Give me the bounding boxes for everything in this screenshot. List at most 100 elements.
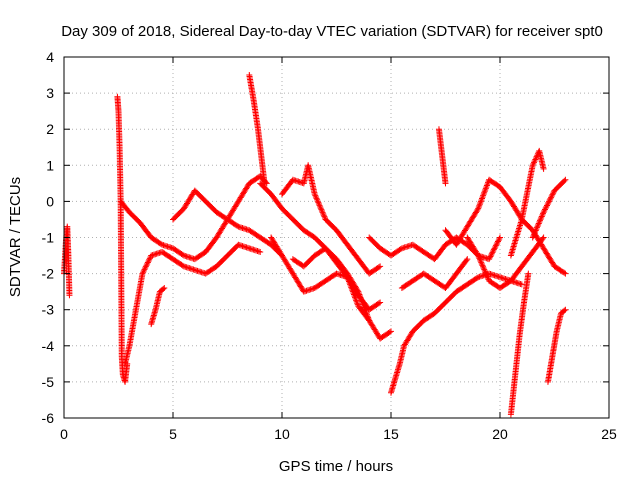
data-point bbox=[464, 256, 471, 263]
data-point bbox=[494, 238, 501, 245]
data-point bbox=[314, 198, 321, 205]
data-point bbox=[529, 162, 536, 169]
series-arc-q bbox=[464, 234, 547, 292]
data-point bbox=[311, 191, 318, 198]
data-point bbox=[530, 160, 537, 167]
data-point bbox=[343, 273, 350, 280]
data-point bbox=[345, 277, 352, 284]
data-point bbox=[349, 288, 356, 295]
data-point bbox=[495, 237, 502, 244]
data-point bbox=[320, 212, 327, 219]
data-point bbox=[533, 226, 540, 233]
data-point bbox=[488, 252, 495, 259]
data-point bbox=[375, 300, 382, 307]
data-point bbox=[539, 210, 546, 217]
data-point bbox=[535, 220, 542, 227]
data-point bbox=[320, 210, 327, 217]
data-point bbox=[161, 285, 168, 292]
data-point bbox=[536, 219, 543, 226]
axis-ticks: 0 5 10 15 20 25 -6 -5 -4 -3 -2 -1 0 1 2 3 4 bbox=[42, 49, 617, 442]
data-point bbox=[547, 195, 554, 202]
data-point bbox=[475, 252, 482, 259]
series-arc-o bbox=[435, 126, 449, 187]
data-point bbox=[476, 202, 483, 209]
series-arc-r bbox=[507, 270, 532, 418]
data-point bbox=[542, 205, 549, 212]
data-point bbox=[496, 235, 503, 242]
data-point bbox=[540, 234, 547, 241]
data-point bbox=[234, 222, 241, 229]
x-axis-label: GPS time / hours bbox=[279, 458, 393, 475]
data-point bbox=[539, 212, 546, 219]
data-point bbox=[442, 180, 449, 187]
data-point bbox=[321, 213, 328, 220]
x-tick-label: 15 bbox=[383, 426, 399, 442]
series-arc-m bbox=[388, 270, 525, 396]
data-point bbox=[543, 203, 550, 210]
x-tick-label: 0 bbox=[60, 426, 68, 442]
data-point bbox=[477, 198, 484, 205]
data-point bbox=[486, 256, 493, 263]
data-point bbox=[142, 263, 149, 270]
y-tick-label: -5 bbox=[42, 374, 55, 390]
data-point bbox=[140, 267, 147, 274]
data-point bbox=[483, 270, 490, 277]
data-point bbox=[478, 259, 485, 266]
data-point bbox=[351, 292, 358, 299]
data-point bbox=[476, 201, 483, 208]
data-point bbox=[312, 192, 319, 199]
data-point bbox=[375, 264, 382, 271]
y-tick-label: -1 bbox=[42, 230, 55, 246]
data-point bbox=[489, 249, 496, 256]
data-point bbox=[481, 267, 488, 274]
data-points bbox=[61, 72, 569, 418]
data-point bbox=[479, 262, 486, 269]
data-point bbox=[476, 255, 483, 262]
data-point bbox=[145, 258, 152, 265]
data-point bbox=[545, 199, 552, 206]
data-point bbox=[532, 156, 539, 163]
x-tick-label: 25 bbox=[601, 426, 617, 442]
data-point bbox=[140, 269, 147, 276]
data-point bbox=[477, 256, 484, 263]
data-point bbox=[480, 192, 487, 199]
data-point bbox=[141, 266, 148, 273]
data-point bbox=[348, 284, 355, 291]
data-point bbox=[531, 157, 538, 164]
data-point bbox=[481, 266, 488, 273]
data-point bbox=[484, 181, 491, 188]
data-point bbox=[488, 250, 495, 257]
series-arc-k bbox=[289, 245, 373, 324]
series-arc-n bbox=[398, 256, 471, 292]
data-point bbox=[475, 204, 482, 211]
data-point bbox=[313, 195, 320, 202]
data-point bbox=[397, 246, 404, 253]
y-tick-label: -4 bbox=[42, 338, 55, 354]
data-point bbox=[562, 306, 569, 313]
data-point bbox=[484, 275, 491, 282]
y-axis-label: SDTVAR / TECUs bbox=[7, 177, 24, 297]
data-point bbox=[532, 228, 539, 235]
data-point bbox=[550, 190, 557, 197]
series-arc-j bbox=[279, 162, 384, 277]
data-point bbox=[478, 196, 485, 203]
data-point bbox=[483, 272, 490, 279]
data-point bbox=[353, 297, 360, 304]
data-point bbox=[482, 186, 489, 193]
y-tick-label: 0 bbox=[46, 193, 54, 209]
series-arc-l bbox=[366, 234, 503, 263]
data-point bbox=[494, 239, 501, 246]
y-tick-label: 3 bbox=[46, 85, 54, 101]
data-point bbox=[490, 248, 497, 255]
data-point bbox=[314, 196, 321, 203]
data-point bbox=[492, 242, 499, 249]
data-point bbox=[561, 307, 568, 314]
data-point bbox=[533, 224, 540, 231]
data-point bbox=[388, 328, 394, 335]
data-point bbox=[477, 199, 484, 206]
data-point bbox=[480, 265, 487, 272]
data-point bbox=[315, 201, 322, 208]
data-point bbox=[157, 240, 164, 247]
data-point bbox=[561, 177, 568, 184]
y-tick-label: 2 bbox=[46, 121, 54, 137]
